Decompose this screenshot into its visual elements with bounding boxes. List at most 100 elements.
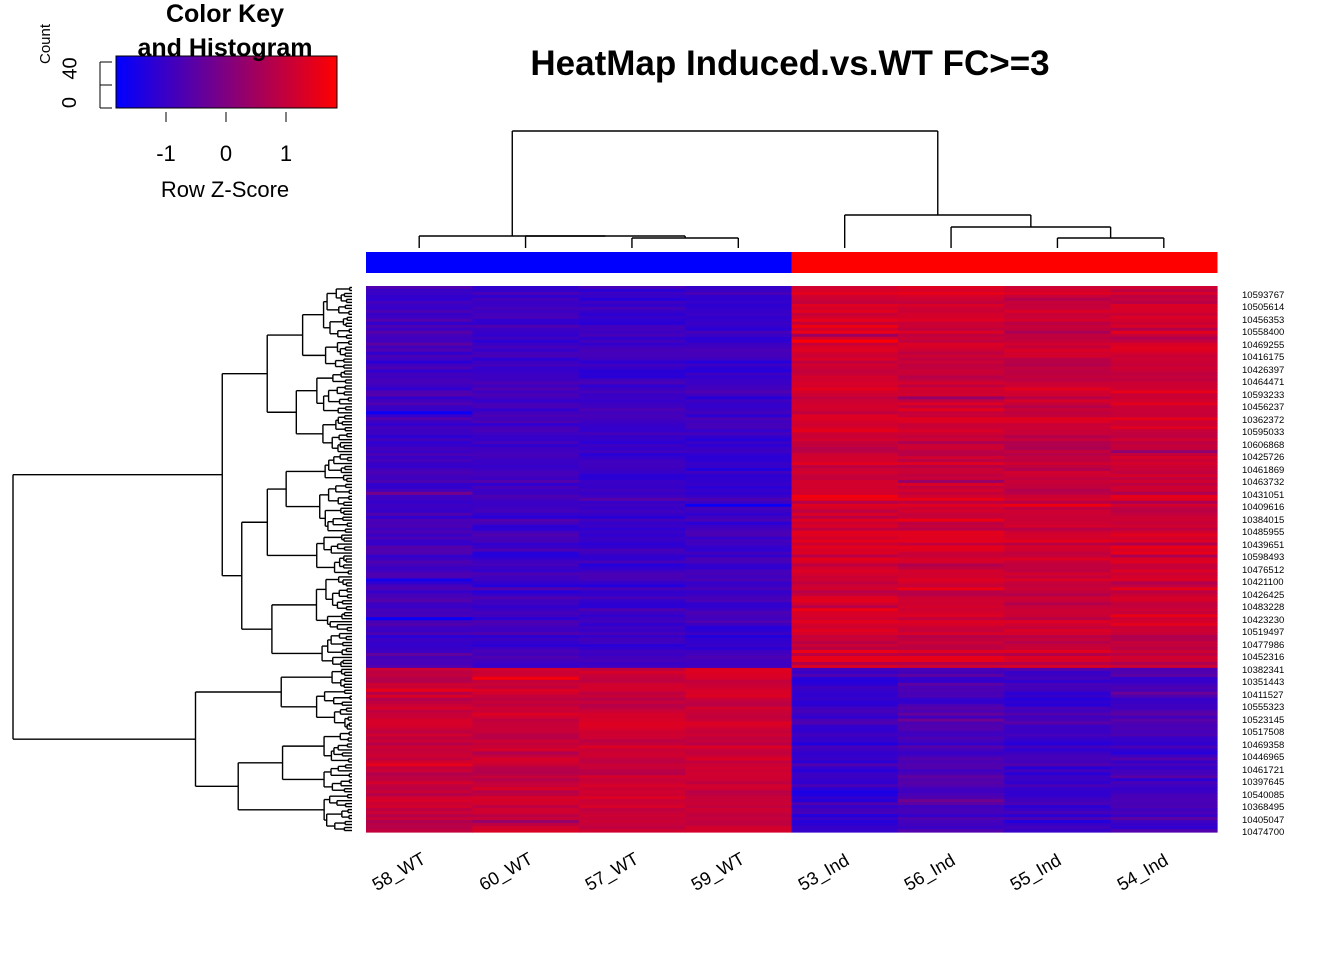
- row-label: 10505614: [1242, 302, 1285, 314]
- heatmap-cell: [685, 509, 793, 514]
- heatmap-cell: [472, 512, 580, 517]
- heatmap-cell: [578, 757, 686, 761]
- heatmap-cell: [578, 754, 686, 759]
- heatmap-cell: [1004, 393, 1112, 397]
- heatmap-cell: [1110, 829, 1218, 833]
- heatmap-cell: [578, 411, 686, 415]
- heatmap-cell: [897, 333, 1005, 338]
- heatmap-cell: [1110, 781, 1218, 785]
- heatmap-cell: [578, 694, 686, 699]
- heatmap-cell: [366, 438, 473, 442]
- heatmap-cell: [578, 515, 686, 520]
- heatmap-cell: [791, 826, 899, 830]
- heatmap-cell: [1004, 709, 1112, 714]
- heatmap-cell: [472, 441, 580, 445]
- heatmap-cell: [1110, 778, 1218, 782]
- heatmap-cell: [791, 599, 899, 603]
- row-label: 10397645: [1242, 777, 1285, 789]
- heatmap-cell: [685, 551, 793, 556]
- heatmap-cell: [578, 521, 686, 526]
- heatmap-cell: [1004, 324, 1112, 329]
- heatmap-cell: [897, 357, 1005, 362]
- heatmap-cell: [897, 739, 1005, 744]
- heatmap-cell: [685, 709, 793, 714]
- heatmap-cell: [685, 521, 793, 526]
- heatmap-cell: [791, 405, 899, 409]
- heatmap-cell: [897, 596, 1005, 600]
- heatmap-cell: [1004, 441, 1112, 445]
- heatmap-cell: [472, 479, 580, 484]
- heatmap-cell: [685, 479, 793, 484]
- heatmap-cell: [791, 515, 899, 520]
- heatmap-cell: [578, 542, 686, 547]
- heatmap-cell: [1110, 417, 1218, 421]
- heatmap-cell: [897, 787, 1005, 791]
- heatmap-cell: [578, 524, 686, 529]
- heatmap-cell: [472, 814, 580, 818]
- heatmap-cell: [897, 700, 1005, 705]
- heatmap-cell: [1004, 581, 1112, 585]
- heatmap-cell: [472, 652, 580, 657]
- heatmap-cell: [578, 494, 686, 499]
- heatmap-cell: [897, 512, 1005, 517]
- heatmap-cell: [1110, 721, 1218, 726]
- heatmap-cell: [685, 652, 793, 657]
- heatmap-cell: [366, 626, 473, 630]
- heatmap-cell: [791, 327, 899, 332]
- heatmap-cell: [1004, 390, 1112, 395]
- heatmap-cell: [1004, 560, 1112, 565]
- heatmap-cell: [791, 808, 899, 812]
- heatmap-cell: [1004, 817, 1112, 821]
- heatmap-cell: [791, 286, 899, 290]
- heatmap-cell: [1004, 479, 1112, 484]
- heatmap-cell: [1004, 447, 1112, 451]
- heatmap-cell: [1110, 766, 1218, 770]
- heatmap-cell: [472, 381, 580, 386]
- heatmap-cell: [1004, 566, 1112, 571]
- heatmap-cell: [685, 459, 793, 463]
- heatmap-cell: [685, 441, 793, 445]
- heatmap-cell: [791, 551, 899, 556]
- heatmap-cell: [897, 336, 1005, 341]
- heatmap-cell: [791, 333, 899, 338]
- heatmap-cell: [366, 396, 473, 400]
- heatmap-cell: [685, 402, 793, 406]
- heatmap-cell: [472, 826, 580, 830]
- heatmap-cell: [1110, 411, 1218, 415]
- heatmap-cell: [366, 324, 473, 329]
- heatmap-cell: [897, 614, 1005, 618]
- heatmap-cell: [578, 491, 686, 496]
- heatmap-cell: [1110, 312, 1218, 317]
- heatmap-cell: [472, 384, 580, 389]
- heatmap-cell: [366, 697, 473, 702]
- heatmap-cell: [578, 787, 686, 791]
- heatmap-cell: [1004, 617, 1112, 621]
- heatmap-cell: [472, 566, 580, 571]
- heatmap-cell: [472, 402, 580, 406]
- heatmap-cell: [791, 459, 899, 463]
- heatmap-cell: [578, 354, 686, 359]
- heatmap-cell: [897, 599, 1005, 603]
- heatmap-cell: [1110, 826, 1218, 830]
- heatmap-cell: [578, 291, 686, 296]
- heatmap-cell: [897, 661, 1005, 666]
- heatmap-cell: [472, 820, 580, 824]
- heatmap-cell: [897, 638, 1005, 642]
- heatmap-cell: [1110, 742, 1218, 747]
- heatmap-cell: [1110, 679, 1218, 684]
- heatmap-cell: [685, 688, 793, 693]
- heatmap-cell: [685, 691, 793, 696]
- heatmap-cell: [791, 688, 899, 693]
- heatmap-cell: [472, 632, 580, 636]
- heatmap-cell: [366, 342, 473, 347]
- heatmap-cell: [1110, 715, 1218, 720]
- heatmap-cell: [1110, 378, 1218, 383]
- heatmap-cell: [366, 426, 473, 430]
- heatmap-cell: [366, 515, 473, 520]
- heatmap-cell: [897, 363, 1005, 368]
- heatmap-cell: [578, 617, 686, 621]
- heatmap-cell: [1110, 787, 1218, 791]
- heatmap-cell: [791, 399, 899, 403]
- heatmap-cell: [685, 596, 793, 600]
- heatmap-cell: [897, 539, 1005, 544]
